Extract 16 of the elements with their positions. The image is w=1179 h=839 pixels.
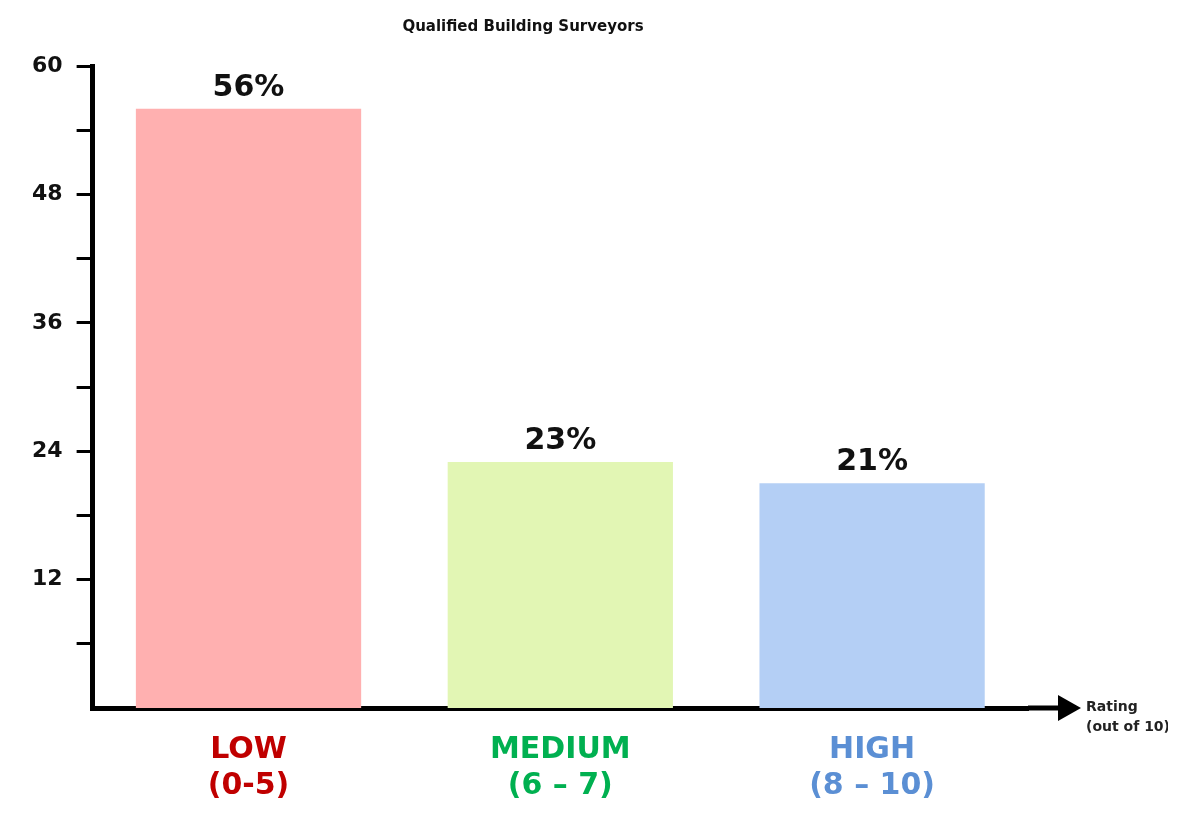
data-label: 21% xyxy=(836,442,909,478)
y-tick-label: 60 xyxy=(31,51,63,77)
bar xyxy=(759,483,985,708)
bar xyxy=(447,461,673,708)
y-tick-label: 24 xyxy=(31,436,63,462)
y-tick-label: 36 xyxy=(31,308,63,334)
data-label: 23% xyxy=(524,420,597,456)
x-tick-label: LOW (0-5) xyxy=(207,729,290,801)
y-tick-label: 48 xyxy=(31,180,63,206)
chart-title: Qualified Building Surveyors xyxy=(402,16,644,35)
bar xyxy=(135,108,362,708)
x-tick-label: MEDIUM (6 – 7) xyxy=(490,729,631,801)
x-tick-label: HIGH (8 – 10) xyxy=(809,729,936,801)
data-label: 56% xyxy=(212,67,285,103)
y-tick-label: 12 xyxy=(31,565,63,591)
x-axis-title: Rating (out of 10) xyxy=(1086,697,1171,734)
